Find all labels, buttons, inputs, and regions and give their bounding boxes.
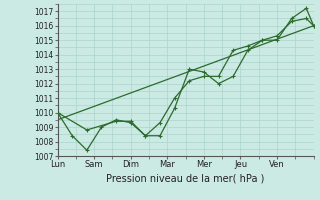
- X-axis label: Pression niveau de la mer( hPa ): Pression niveau de la mer( hPa ): [107, 173, 265, 183]
